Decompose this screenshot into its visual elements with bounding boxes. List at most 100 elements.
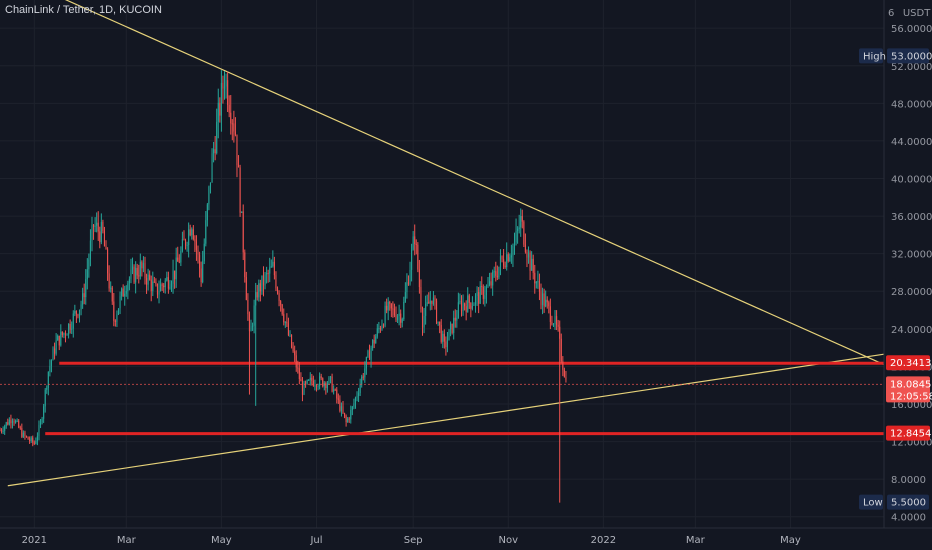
candle-body	[105, 246, 106, 249]
candle-body	[289, 335, 290, 336]
candle-body	[547, 300, 548, 303]
candle-body	[366, 357, 367, 368]
candle-body	[121, 288, 122, 296]
candle-body	[266, 273, 267, 274]
candle-body	[227, 80, 228, 105]
candle-body	[314, 385, 315, 386]
candle-body	[1, 430, 2, 431]
candle-body	[335, 390, 336, 391]
candle-body	[173, 271, 174, 284]
candle-body	[381, 325, 382, 329]
candle-body	[439, 322, 440, 325]
candle-body	[338, 398, 339, 399]
candle-body	[43, 406, 44, 418]
candle-body	[424, 316, 425, 328]
candle-body	[364, 368, 365, 377]
candle-body	[297, 367, 298, 368]
candle-body	[531, 259, 532, 271]
y-tick-label: 44.0000	[891, 137, 932, 148]
x-tick-label: Jul	[309, 535, 322, 546]
candle-body	[520, 216, 521, 227]
candle-body	[163, 286, 164, 287]
candle-body	[233, 123, 234, 131]
x-tick-label: Nov	[498, 535, 518, 546]
candle-body	[497, 276, 498, 277]
candle-body	[286, 322, 287, 323]
candle-body	[208, 187, 209, 205]
x-tick-label: 2022	[591, 535, 616, 546]
candle-body	[148, 275, 149, 285]
candle-body	[450, 324, 451, 330]
candle-body	[17, 421, 18, 422]
candle-body	[397, 316, 398, 320]
candle-body	[185, 240, 186, 245]
candle-body	[525, 245, 526, 252]
candle-body	[254, 305, 255, 325]
candle-body	[90, 241, 91, 260]
candle-body	[467, 295, 468, 312]
candle-body	[305, 383, 306, 384]
candle-body	[321, 376, 322, 378]
candle-body	[561, 339, 562, 362]
candle-body	[473, 304, 474, 305]
candle-body	[91, 225, 92, 241]
candle-body	[168, 277, 169, 289]
candle-body	[356, 396, 357, 398]
candle-body	[241, 212, 242, 213]
bar-countdown: 12:05:58	[890, 391, 932, 402]
candle-body	[56, 340, 57, 353]
candle-body	[299, 368, 300, 379]
candle-body	[222, 83, 223, 89]
candle-body	[562, 361, 563, 369]
candle-body	[282, 305, 283, 315]
low-value: 5.5000	[891, 498, 926, 509]
candle-body	[12, 421, 13, 423]
candle-body	[367, 351, 368, 357]
candle-body	[416, 244, 417, 245]
candle-body	[40, 422, 41, 425]
candle-body	[229, 105, 230, 113]
candle-body	[456, 318, 457, 321]
candle-body	[511, 255, 512, 257]
candle-body	[300, 379, 301, 381]
candle-body	[151, 280, 152, 291]
candle-body	[461, 301, 462, 311]
candle-body	[155, 282, 156, 284]
candle-body	[113, 301, 114, 320]
candle-body	[230, 113, 231, 124]
candle-body	[392, 308, 393, 309]
candle-body	[455, 318, 456, 321]
candle-body	[7, 422, 8, 424]
candle-body	[330, 377, 331, 378]
candle-body	[135, 268, 136, 282]
price-axis[interactable]	[884, 0, 932, 528]
candle-body	[268, 273, 269, 274]
candle-body	[346, 416, 347, 422]
candle-body	[258, 283, 259, 297]
candle-body	[49, 366, 50, 372]
candle-body	[422, 309, 423, 328]
candle-body	[363, 377, 364, 378]
candle-body	[452, 324, 453, 333]
candle-body	[71, 329, 72, 330]
candle-body	[322, 378, 323, 386]
candle-body	[183, 239, 184, 240]
candle-body	[477, 292, 478, 296]
candle-body	[213, 149, 214, 153]
candle-body	[509, 257, 510, 261]
candle-body	[74, 311, 75, 313]
candle-body	[244, 252, 245, 277]
candle-body	[0, 430, 1, 431]
candle-body	[249, 314, 250, 331]
low-label: Low	[863, 498, 883, 509]
candle-body	[327, 384, 328, 388]
candle-body	[202, 261, 203, 282]
candle-body	[342, 406, 343, 413]
candle-body	[537, 281, 538, 282]
candle-body	[52, 348, 53, 360]
candle-body	[255, 292, 256, 305]
candle-body	[130, 269, 131, 278]
candle-body	[501, 256, 502, 259]
candle-body	[545, 300, 546, 307]
